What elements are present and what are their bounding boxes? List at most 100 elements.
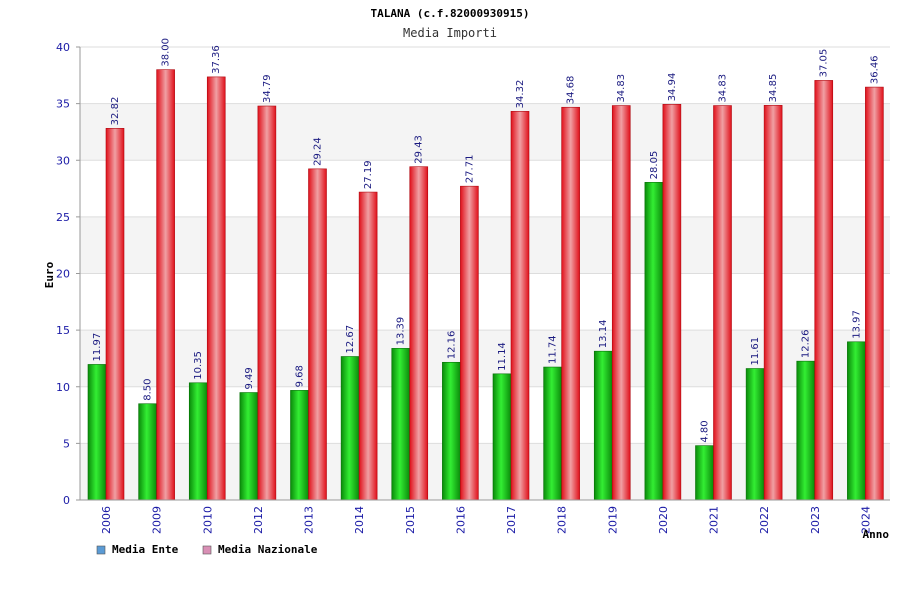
value-label: 36.46 (869, 55, 880, 84)
x-axis-label: Anno (863, 528, 890, 541)
bar-media-nazionale-2006 (105, 128, 125, 501)
x-tick-label: 2013 (303, 506, 316, 534)
value-label: 28.05 (649, 151, 660, 180)
bar-media-ente-2012 (239, 392, 259, 501)
bar-media-nazionale-2013 (308, 168, 327, 501)
legend-label: Media Ente (112, 543, 179, 556)
value-label: 12.16 (446, 331, 457, 360)
value-label: 13.14 (598, 320, 609, 349)
value-label: 37.36 (211, 45, 222, 74)
legend-swatch (96, 545, 106, 555)
chart-subtitle: Media Importi (403, 26, 497, 40)
value-label: 34.83 (616, 74, 627, 103)
x-tick-label: 2017 (505, 506, 518, 534)
bar-media-ente-2024 (847, 341, 866, 501)
chart-title: TALANA (c.f.82000930915) (371, 7, 530, 20)
bar-media-ente-2015 (391, 348, 411, 501)
value-label: 34.94 (667, 73, 678, 102)
bar-media-ente-2023 (796, 360, 816, 501)
bar-media-ente-2009 (138, 403, 157, 501)
bar-media-nazionale-2010 (206, 76, 226, 501)
bar-media-nazionale-2024 (865, 86, 884, 501)
value-label: 12.67 (345, 325, 356, 354)
bar-media-nazionale-2018 (561, 106, 580, 501)
x-tick-label: 2016 (454, 506, 467, 534)
value-label: 11.74 (548, 335, 559, 364)
x-tick-label: 2019 (606, 506, 619, 534)
bar-media-ente-2018 (543, 366, 562, 501)
value-labels: 11.97 32.82 8.50 38.00 10.35 37.36 9.49 34.79 9.… (92, 38, 880, 443)
y-tick-label: 40 (56, 41, 70, 54)
value-label: 9.49 (244, 367, 255, 389)
x-tick-label: 2024 (859, 506, 872, 534)
value-label: 27.71 (464, 155, 475, 184)
value-label: 34.83 (718, 74, 729, 103)
value-label: 9.68 (295, 365, 306, 387)
x-tick-label: 2022 (758, 506, 771, 534)
value-label: 34.79 (262, 74, 273, 103)
value-label: 32.82 (110, 97, 121, 126)
value-label: 37.05 (819, 49, 830, 78)
y-axis-ticks: 0 5 10 15 20 25 30 35 40 (56, 41, 80, 507)
bar-media-ente-2006 (87, 364, 107, 501)
bar-media-ente-2021 (695, 445, 714, 501)
legend-swatch (202, 545, 212, 555)
x-tick-label: 2021 (708, 506, 721, 534)
bar-media-nazionale-2012 (257, 105, 277, 501)
value-label: 34.85 (768, 74, 779, 103)
bar-media-nazionale-2019 (611, 105, 631, 501)
value-label: 4.80 (700, 420, 711, 442)
x-tick-label: 2020 (657, 506, 670, 534)
x-tick-label: 2012 (252, 506, 265, 534)
value-label: 12.26 (801, 330, 812, 359)
value-label: 13.97 (851, 310, 862, 339)
y-tick-label: 35 (56, 98, 70, 111)
value-label: 34.68 (566, 76, 577, 105)
bar-media-nazionale-2014 (358, 191, 378, 501)
bar-media-ente-2013 (290, 390, 309, 501)
y-tick-label: 25 (56, 211, 70, 224)
bar-media-ente-2010 (188, 382, 208, 501)
value-label: 29.24 (313, 137, 324, 166)
bar-media-nazionale-2009 (156, 69, 175, 501)
legend: Media Ente Media Nazionale (96, 543, 318, 556)
bar-media-ente-2020 (644, 182, 664, 501)
value-label: 11.61 (750, 337, 761, 366)
value-label: 8.50 (143, 378, 154, 400)
x-tick-label: 2015 (404, 506, 417, 534)
x-tick-label: 2018 (556, 506, 569, 534)
value-label: 13.39 (396, 317, 407, 346)
legend-label: Media Nazionale (218, 543, 318, 556)
bar-media-ente-2016 (442, 361, 461, 501)
y-tick-label: 15 (56, 324, 70, 337)
bar-media-ente-2022 (745, 368, 765, 501)
x-tick-label: 2023 (809, 506, 822, 534)
bar-media-ente-2019 (593, 350, 613, 501)
x-tick-label: 2009 (151, 506, 164, 534)
bar-media-ente-2017 (492, 373, 512, 501)
x-tick-label: 2014 (353, 506, 366, 534)
value-label: 11.14 (497, 342, 508, 371)
y-tick-label: 20 (56, 268, 70, 281)
value-label: 29.43 (414, 135, 425, 164)
y-tick-label: 10 (56, 381, 70, 394)
bar-media-nazionale-2015 (409, 166, 429, 501)
y-tick-label: 5 (63, 437, 70, 450)
y-axis-label: Euro (43, 261, 56, 288)
bar-media-nazionale-2016 (460, 185, 479, 501)
x-tick-label: 2006 (100, 506, 113, 534)
value-label: 34.32 (515, 80, 526, 109)
value-label: 11.97 (92, 333, 103, 362)
x-tick-label: 2010 (201, 506, 214, 534)
x-axis-ticks: 2006 2009 2010 2012 2013 2014 2015 2016 2017 2018… (100, 506, 872, 534)
bar-media-ente-2014 (340, 356, 360, 501)
value-label: 38.00 (161, 38, 172, 67)
bar-media-nazionale-2020 (662, 104, 682, 501)
bar-media-nazionale-2017 (510, 111, 530, 501)
y-tick-label: 0 (63, 494, 70, 507)
bar-media-nazionale-2023 (814, 80, 834, 501)
bar-media-nazionale-2022 (763, 105, 783, 501)
value-label: 10.35 (193, 351, 204, 380)
value-label: 27.19 (363, 160, 374, 189)
